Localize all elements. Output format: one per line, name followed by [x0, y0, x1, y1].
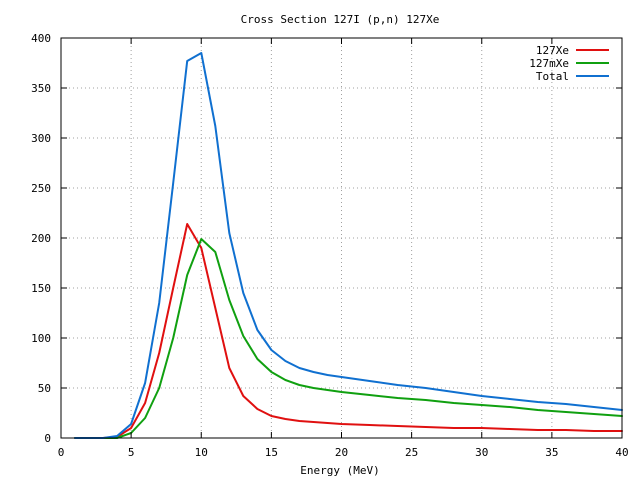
x-tick-label: 5	[128, 446, 135, 459]
x-axis-label: Energy (MeV)	[300, 464, 379, 477]
grid	[61, 38, 622, 438]
y-tick-label: 150	[31, 282, 51, 295]
series-group	[74, 52, 623, 439]
y-tick-label: 350	[31, 82, 51, 95]
legend-label-127xe: 127Xe	[536, 44, 569, 57]
legend-label-127mxe: 127mXe	[529, 57, 569, 70]
x-tick-label: 30	[475, 446, 488, 459]
x-tick-label: 10	[195, 446, 208, 459]
y-tick-label: 250	[31, 182, 51, 195]
y-tick-label: 0	[44, 432, 51, 445]
legend-label-total: Total	[536, 70, 569, 83]
x-tick-label: 35	[545, 446, 558, 459]
y-tick-label: 300	[31, 132, 51, 145]
x-tick-label: 25	[405, 446, 418, 459]
x-tick-label: 15	[265, 446, 278, 459]
y-tick-label: 200	[31, 232, 51, 245]
series-line-127mxe	[74, 238, 623, 439]
y-tick-label: 400	[31, 32, 51, 45]
y-tick-label: 100	[31, 332, 51, 345]
series-line-127xe	[74, 223, 623, 439]
y-tick-label: 50	[38, 382, 51, 395]
chart-title: Cross Section 127I (p,n) 127Xe	[241, 13, 440, 26]
x-tick-label: 20	[335, 446, 348, 459]
x-tick-label: 0	[58, 446, 65, 459]
x-tick-label: 40	[615, 446, 628, 459]
series-line-total	[74, 52, 623, 439]
